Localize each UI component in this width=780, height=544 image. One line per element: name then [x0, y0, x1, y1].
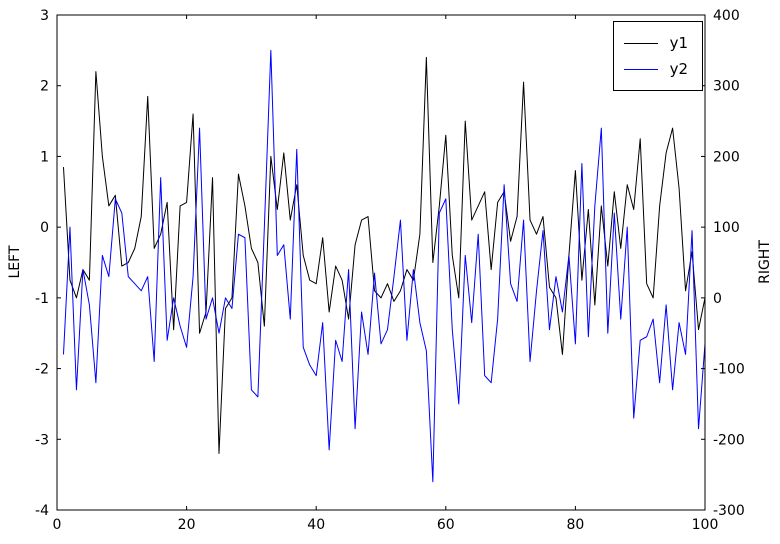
y-tick-label-left: -2	[35, 362, 49, 378]
legend: y1 y2	[612, 21, 703, 91]
y-tick-label-left: 3	[40, 8, 49, 24]
legend-label-y1: y1	[669, 33, 688, 52]
series-line-y1	[62, 56, 706, 454]
y-tick-label-right: 100	[713, 220, 740, 236]
y-tick-label-right: -300	[713, 503, 745, 519]
x-tick-label: 60	[437, 517, 455, 533]
series-line-y2	[62, 49, 706, 483]
x-tick-label: 20	[178, 517, 196, 533]
y-tick-label-right: 200	[713, 149, 740, 165]
y-tick-label-left: 1	[40, 149, 49, 165]
y-tick-label-right: -200	[713, 432, 745, 448]
x-tick-label: 0	[53, 517, 62, 533]
legend-entry-y2: y2	[623, 56, 688, 82]
y-tick-label-right: -100	[713, 362, 745, 378]
y-tick-label-left: -3	[35, 432, 49, 448]
y-tick-label-left: -4	[35, 503, 49, 519]
y-tick-label-left: 2	[40, 79, 49, 95]
plot-frame	[56, 14, 706, 511]
y-axis-label-left: LEFT	[7, 245, 23, 279]
legend-entry-y1: y1	[623, 30, 688, 56]
y-tick-label-right: 300	[713, 79, 740, 95]
y-tick-label-right: 0	[713, 291, 722, 307]
y-tick-label-left: 0	[40, 220, 49, 236]
legend-line-sample-y2	[623, 68, 658, 70]
legend-line-sample-y1	[623, 42, 658, 44]
y-axis-label-right: RIGHT	[757, 240, 773, 284]
x-tick-label: 80	[566, 517, 584, 533]
x-tick-label: 40	[307, 517, 325, 533]
y-tick-label-left: -1	[35, 291, 49, 307]
x-tick-label: 100	[692, 517, 719, 533]
y-tick-label-right: 400	[713, 8, 740, 24]
legend-label-y2: y2	[669, 59, 688, 78]
